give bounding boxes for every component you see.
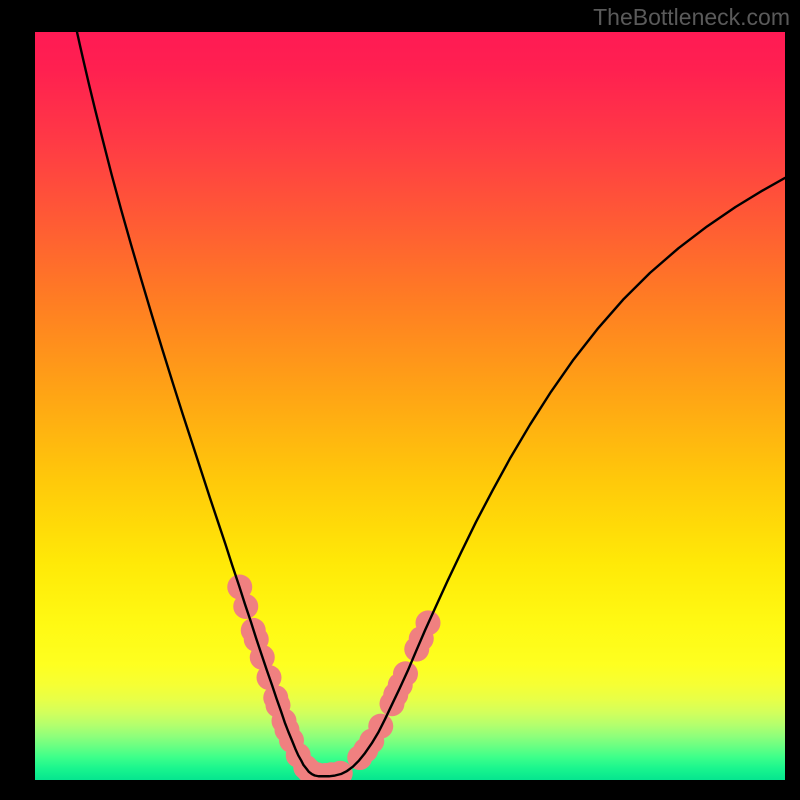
frame-right [785, 0, 800, 800]
frame-left [0, 0, 35, 800]
watermark-text: TheBottleneck.com [593, 4, 790, 31]
chart-canvas: TheBottleneck.com [0, 0, 800, 800]
frame-bottom [0, 780, 800, 800]
plot-area [35, 32, 785, 780]
plot-svg [35, 32, 785, 780]
